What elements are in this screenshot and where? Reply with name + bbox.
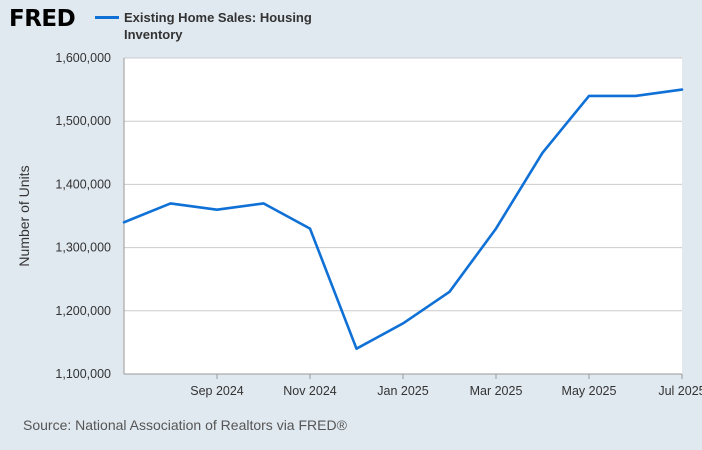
y-tick-label: 1,500,000: [55, 114, 111, 128]
series-group: [119, 85, 687, 354]
data-point[interactable]: [305, 224, 315, 234]
plot-area: [124, 58, 682, 374]
x-tick-label: Mar 2025: [470, 384, 523, 398]
x-tick-label: May 2025: [562, 384, 617, 398]
data-point[interactable]: [352, 344, 362, 354]
data-point[interactable]: [538, 148, 548, 158]
data-point[interactable]: [398, 318, 408, 328]
data-point[interactable]: [445, 287, 455, 297]
data-point[interactable]: [677, 85, 687, 95]
x-tick-label: Jul 2025: [658, 384, 702, 398]
y-tick-label: 1,100,000: [55, 367, 111, 381]
chart-header: FRED Existing Home Sales: Housing Invent…: [0, 0, 702, 50]
x-tick-label: Sep 2024: [190, 384, 244, 398]
data-point[interactable]: [119, 217, 129, 227]
y-tick-label: 1,400,000: [55, 177, 111, 191]
fred-logo[interactable]: FRED: [9, 6, 76, 32]
y-axis-label: Number of Units: [16, 165, 32, 266]
data-point[interactable]: [631, 91, 641, 101]
data-point[interactable]: [584, 91, 594, 101]
data-point[interactable]: [166, 198, 176, 208]
x-tick-label: Jan 2025: [377, 384, 428, 398]
series-line[interactable]: [122, 88, 684, 351]
data-point[interactable]: [212, 205, 222, 215]
legend-swatch: [95, 16, 119, 19]
y-tick-label: 1,200,000: [55, 304, 111, 318]
y-tick-label: 1,600,000: [55, 51, 111, 65]
source-note: Source: National Association of Realtors…: [23, 417, 347, 433]
x-tick-label: Nov 2024: [283, 384, 337, 398]
data-point[interactable]: [491, 224, 501, 234]
legend-label: Existing Home Sales: Housing Inventory: [124, 10, 312, 42]
line-chart: 1,100,000 1,200,000 1,300,000 1,400,000 1,50…: [16, 51, 702, 398]
y-tick-label: 1,300,000: [55, 241, 111, 255]
y-axis: 1,100,000 1,200,000 1,300,000 1,400,000 1,50…: [55, 51, 111, 381]
x-axis: Sep 2024 Nov 2024 Jan 2025 Mar 2025 May 2025…: [190, 374, 702, 398]
data-point[interactable]: [259, 198, 269, 208]
